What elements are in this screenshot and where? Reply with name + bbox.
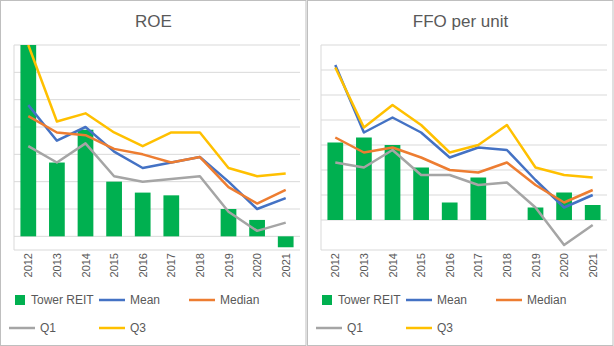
legend-swatch (9, 327, 35, 330)
legend-label: Q1 (40, 321, 56, 335)
bar (49, 163, 65, 237)
line (335, 150, 592, 245)
bar (327, 143, 343, 221)
x-tick-label: 2017 (165, 253, 177, 277)
legend-swatch (496, 299, 522, 302)
x-tick-label: 2012 (22, 253, 34, 277)
x-tick-label: 2021 (280, 253, 292, 277)
line (335, 138, 592, 203)
plot-marks (20, 45, 293, 247)
panel: ROE 2012 2013 2014 2015 2016 2017 2018 2019 2020 2… (1, 1, 307, 346)
legend-label: Median (527, 293, 566, 307)
x-tick-label: 2015 (415, 253, 427, 277)
line (28, 116, 285, 203)
x-tick-label: 2013 (51, 253, 63, 277)
x-tick-label: 2016 (137, 253, 149, 277)
x-tick-label: 2016 (444, 253, 456, 277)
grid-line (14, 72, 300, 73)
x-tick-label: 2018 (501, 253, 513, 277)
grid-line (321, 70, 607, 71)
legend-label: Mean (437, 293, 467, 307)
grid-line (321, 95, 607, 96)
legend-swatch (322, 295, 332, 305)
legend-swatch (189, 299, 215, 302)
x-tick-label: 2014 (387, 253, 399, 277)
bar (163, 195, 179, 236)
legend-label: Tower REIT (31, 293, 94, 307)
x-tick-label: 2015 (108, 253, 120, 277)
legend-label: Q3 (130, 321, 146, 335)
chart-wrap: ROE 2012 2013 2014 2015 2016 2017 2018 2019 2020 2… (0, 0, 614, 346)
grid-line (321, 45, 607, 46)
x-tick-label: 2019 (223, 253, 235, 277)
legend-label: Mean (130, 293, 160, 307)
chart-title: FFO per unit (413, 12, 509, 31)
bar (135, 193, 151, 237)
panel: FFO per unit 2012 2013 2014 2015 2016 2017 2018… (308, 1, 614, 346)
x-tick-label: 2019 (530, 253, 542, 277)
bar (20, 45, 36, 236)
line (28, 45, 285, 176)
panel-border (1, 1, 307, 346)
legend-swatch (406, 299, 432, 302)
x-axis-line (321, 250, 607, 251)
line (335, 65, 592, 208)
legend-swatch (316, 327, 342, 330)
plot-marks (327, 65, 600, 245)
grid-line (321, 120, 607, 121)
x-tick-label: 2020 (558, 253, 570, 277)
grid-line (14, 45, 300, 46)
chart-title: ROE (135, 12, 172, 31)
grid-line (14, 127, 300, 128)
x-tick-label: 2018 (194, 253, 206, 277)
x-tick-label: 2013 (358, 253, 370, 277)
legend-swatch (99, 299, 125, 302)
y-axis-line (321, 45, 322, 250)
x-tick-label: 2021 (587, 253, 599, 277)
legend-swatch (99, 327, 125, 330)
bar (585, 205, 601, 220)
legend-label: Q3 (437, 321, 453, 335)
y-axis-line (14, 45, 15, 250)
x-axis-line (14, 250, 300, 251)
line (335, 68, 592, 178)
panel-border (308, 1, 614, 346)
legend-swatch (15, 295, 25, 305)
bar (278, 236, 294, 247)
legend-label: Median (220, 293, 259, 307)
legend-swatch (406, 327, 432, 330)
bar (442, 203, 458, 221)
legend-label: Tower REIT (338, 293, 401, 307)
legend-label: Q1 (347, 321, 363, 335)
grid-line (14, 154, 300, 155)
line (28, 143, 285, 230)
chart-svg: ROE 2012 2013 2014 2015 2016 2017 2018 2019 2020 2… (0, 0, 614, 346)
bar (106, 182, 122, 237)
x-tick-label: 2012 (329, 253, 341, 277)
x-tick-label: 2017 (472, 253, 484, 277)
x-tick-label: 2020 (251, 253, 263, 277)
x-tick-label: 2014 (80, 253, 92, 277)
grid-line (14, 99, 300, 100)
